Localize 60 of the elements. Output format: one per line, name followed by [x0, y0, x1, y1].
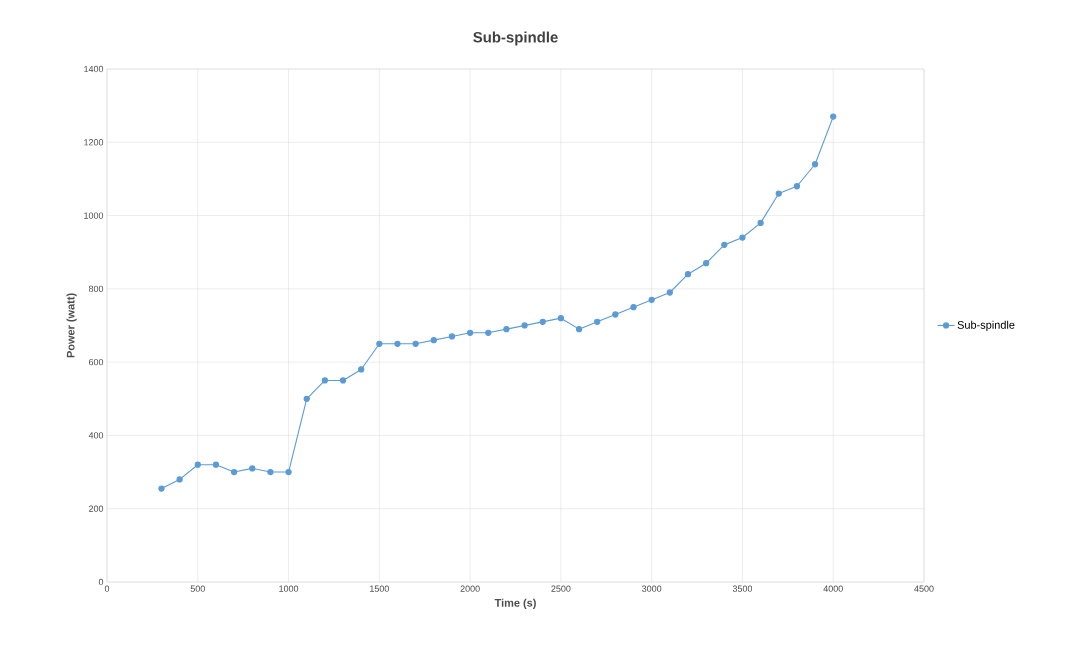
x-tick-label: 500 — [190, 585, 205, 592]
y-tick-label: 400 — [88, 432, 104, 439]
y-tick-label: 800 — [88, 285, 104, 293]
point — [721, 241, 728, 249]
x-tick-label: 3000 — [642, 585, 662, 592]
chart-title: Sub-spindle — [473, 31, 558, 46]
point — [176, 476, 183, 483]
point — [339, 377, 347, 384]
point — [267, 468, 274, 476]
x-axis-title: Time (s) — [494, 598, 536, 609]
point — [503, 326, 510, 333]
point — [321, 377, 329, 384]
point — [230, 468, 238, 476]
point — [594, 318, 601, 325]
point — [793, 183, 801, 190]
point — [757, 219, 764, 227]
y-tick-label: 200 — [88, 505, 104, 512]
point — [521, 322, 528, 329]
point — [612, 311, 619, 318]
point — [249, 465, 256, 472]
point — [358, 366, 365, 373]
point — [285, 468, 292, 476]
point — [539, 318, 546, 325]
x-tick-label: 1500 — [370, 585, 389, 592]
x-tick-label: 1000 — [279, 585, 299, 592]
point — [430, 337, 437, 344]
x-tick-label: 4500 — [914, 585, 934, 592]
point — [412, 340, 419, 347]
y-tick-label: 600 — [88, 358, 104, 366]
point — [666, 289, 673, 296]
point — [376, 340, 383, 347]
point — [212, 461, 220, 468]
legend-label: Sub-spindle — [957, 320, 1015, 331]
x-tick-label: 2000 — [460, 585, 480, 592]
point — [158, 485, 165, 492]
point — [557, 315, 565, 322]
y-axis-title: Power (watt) — [66, 293, 77, 358]
point — [448, 333, 456, 340]
point — [775, 190, 782, 197]
point — [630, 304, 637, 311]
point — [739, 234, 746, 241]
point — [466, 329, 474, 336]
x-tick-label: 0 — [104, 585, 110, 592]
point — [194, 461, 201, 468]
point — [394, 340, 401, 347]
point — [485, 329, 492, 336]
x-tick-label: 3500 — [732, 585, 753, 592]
point — [811, 161, 819, 168]
point — [648, 296, 655, 303]
y-tick-label: 0 — [98, 578, 104, 586]
point — [830, 113, 837, 120]
x-tick-label: 2500 — [551, 585, 571, 592]
y-tick-label: 1000 — [84, 212, 104, 219]
y-tick-label: 1400 — [84, 65, 104, 73]
x-tick-label: 4000 — [823, 585, 843, 592]
point — [575, 326, 583, 333]
point — [684, 271, 692, 278]
y-tick-label: 1200 — [84, 139, 104, 146]
point — [703, 260, 710, 267]
point — [303, 395, 310, 402]
